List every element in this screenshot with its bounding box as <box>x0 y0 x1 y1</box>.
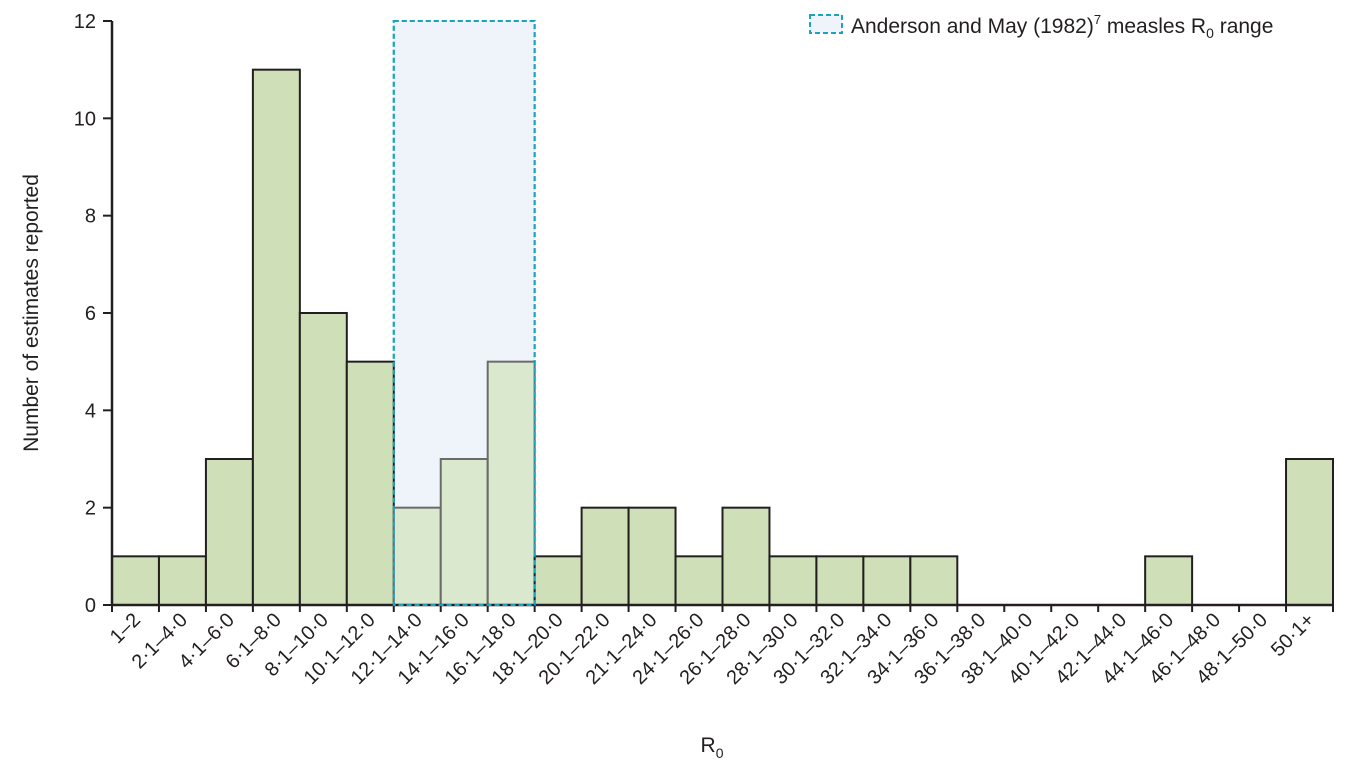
y-tick-label-5: 10 <box>74 108 96 130</box>
y-tick-label-2: 4 <box>85 400 96 422</box>
legend-label-main: Anderson and May (1982) <box>851 15 1094 38</box>
axes-layer <box>103 20 1334 612</box>
bar-3 <box>251 68 301 606</box>
bar-12 <box>674 555 724 606</box>
x-axis-title: R0 <box>701 734 724 761</box>
bar-10 <box>580 506 630 606</box>
bar-15 <box>815 555 865 606</box>
bar-4 <box>298 312 348 606</box>
bar-1 <box>157 555 207 606</box>
legend-label: Anderson and May (1982)7 measles R0 rang… <box>851 12 1273 41</box>
bar-6 <box>392 506 442 606</box>
y-tick-label-6: 12 <box>74 11 96 33</box>
y-tick-label-3: 6 <box>85 303 96 325</box>
bar-9 <box>533 555 583 606</box>
y-tick-label-4: 8 <box>85 206 96 228</box>
legend-label-end: range <box>1214 15 1274 38</box>
x-tick-label-25: 50·1+ <box>1267 609 1319 661</box>
y-tick-label-0: 0 <box>85 595 96 617</box>
bar-13 <box>721 506 771 606</box>
legend: Anderson and May (1982)7 measles R0 rang… <box>809 12 1273 41</box>
bar-2 <box>204 458 254 606</box>
bar-7 <box>439 458 489 606</box>
x-axis-title-main: R <box>701 734 716 757</box>
bar-17 <box>909 555 959 606</box>
y-tick-label-1: 2 <box>85 498 96 520</box>
bar-8 <box>486 360 536 606</box>
bar-5 <box>345 360 395 606</box>
bar-22 <box>1144 555 1194 606</box>
highlight-range-outline <box>392 20 536 606</box>
bar-14 <box>768 555 818 606</box>
legend-label-middle: measles R <box>1101 15 1206 38</box>
bar-16 <box>862 555 912 606</box>
bar-0 <box>111 555 160 606</box>
bar-25 <box>1285 458 1334 606</box>
bars-layer <box>111 68 1334 606</box>
bar-11 <box>627 506 677 606</box>
x-axis-title-subscript: 0 <box>716 745 724 761</box>
legend-label-superscript: 7 <box>1094 12 1101 27</box>
legend-swatch <box>809 14 843 34</box>
legend-label-subscript: 0 <box>1206 25 1214 41</box>
x-tick-label-0: 1–2 <box>106 609 145 648</box>
y-axis-title: Number of estimates reported <box>20 174 43 452</box>
